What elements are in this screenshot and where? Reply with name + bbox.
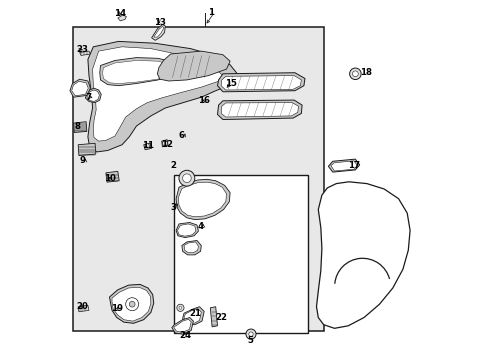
- Polygon shape: [176, 222, 198, 238]
- Polygon shape: [106, 171, 119, 182]
- Text: 8: 8: [75, 122, 81, 131]
- Polygon shape: [316, 182, 409, 328]
- Polygon shape: [182, 307, 204, 325]
- Polygon shape: [100, 58, 179, 86]
- Text: 20: 20: [76, 302, 88, 311]
- Polygon shape: [151, 24, 165, 40]
- Text: 22: 22: [215, 313, 226, 322]
- Polygon shape: [109, 284, 153, 323]
- Circle shape: [182, 174, 191, 183]
- Polygon shape: [183, 309, 201, 323]
- Text: 11: 11: [142, 141, 154, 150]
- Text: 4: 4: [197, 222, 203, 231]
- Circle shape: [179, 306, 182, 309]
- Text: 14: 14: [114, 9, 126, 18]
- Polygon shape: [221, 76, 301, 90]
- Polygon shape: [330, 161, 357, 171]
- Text: 15: 15: [224, 79, 236, 88]
- Polygon shape: [182, 240, 201, 255]
- Polygon shape: [112, 287, 151, 321]
- Polygon shape: [221, 103, 298, 117]
- Circle shape: [248, 332, 253, 336]
- Polygon shape: [92, 47, 223, 141]
- Polygon shape: [217, 73, 305, 92]
- Circle shape: [145, 144, 149, 148]
- Polygon shape: [171, 318, 193, 334]
- Polygon shape: [72, 81, 88, 96]
- Polygon shape: [87, 90, 99, 102]
- Circle shape: [177, 304, 183, 311]
- Text: 1: 1: [208, 8, 214, 17]
- Polygon shape: [80, 51, 90, 55]
- Text: 19: 19: [111, 305, 123, 313]
- Circle shape: [349, 68, 361, 80]
- Text: 12: 12: [161, 140, 173, 149]
- Polygon shape: [328, 159, 359, 172]
- Text: 3: 3: [170, 202, 176, 211]
- Polygon shape: [173, 319, 191, 332]
- Polygon shape: [102, 60, 176, 84]
- Text: 6: 6: [179, 130, 184, 139]
- Polygon shape: [177, 224, 196, 236]
- Text: 2: 2: [170, 161, 176, 170]
- Polygon shape: [157, 51, 230, 81]
- Circle shape: [125, 298, 139, 311]
- Polygon shape: [210, 307, 217, 327]
- Polygon shape: [73, 122, 87, 132]
- Circle shape: [129, 301, 135, 307]
- Circle shape: [245, 329, 256, 339]
- Circle shape: [162, 141, 167, 146]
- Text: 23: 23: [76, 45, 88, 54]
- Text: 16: 16: [197, 96, 209, 105]
- Bar: [174, 175, 307, 333]
- Polygon shape: [143, 143, 151, 150]
- Text: 10: 10: [104, 174, 116, 183]
- Text: 17: 17: [347, 161, 360, 170]
- Text: 24: 24: [179, 331, 191, 340]
- Text: 9: 9: [80, 156, 85, 165]
- Polygon shape: [118, 15, 126, 21]
- Text: 18: 18: [359, 68, 371, 77]
- Polygon shape: [176, 179, 230, 220]
- Polygon shape: [162, 140, 168, 147]
- Text: 7: 7: [85, 93, 91, 102]
- Text: 21: 21: [189, 309, 202, 318]
- Polygon shape: [183, 242, 198, 253]
- Circle shape: [179, 170, 194, 186]
- Bar: [73, 27, 323, 331]
- Polygon shape: [78, 143, 96, 156]
- Polygon shape: [178, 182, 226, 217]
- Polygon shape: [78, 305, 89, 312]
- Polygon shape: [153, 26, 163, 37]
- Polygon shape: [70, 79, 90, 97]
- Polygon shape: [88, 41, 237, 152]
- Text: 13: 13: [153, 18, 165, 27]
- Circle shape: [352, 71, 358, 77]
- Text: 5: 5: [247, 336, 253, 345]
- Polygon shape: [217, 100, 302, 120]
- Polygon shape: [85, 88, 101, 103]
